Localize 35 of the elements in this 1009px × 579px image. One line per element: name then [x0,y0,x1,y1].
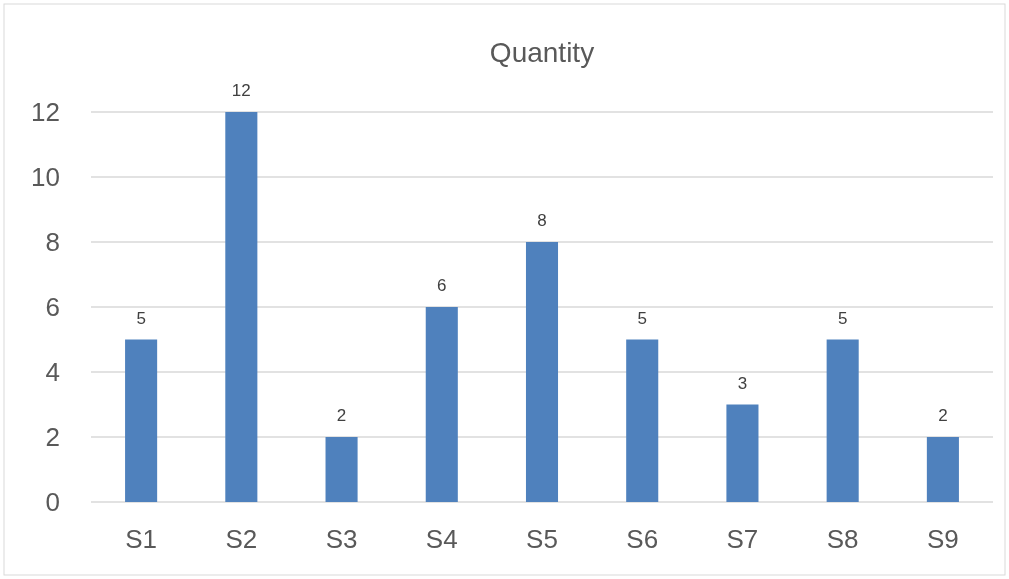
y-tick-label: 2 [45,422,60,453]
x-tick-label: S7 [726,524,759,554]
data-label: 8 [537,211,547,230]
bar [325,437,358,502]
y-tick-label: 4 [45,357,60,388]
bar [125,339,158,502]
x-tick-label: S9 [926,524,959,554]
y-tick-label: 10 [31,162,60,193]
data-label: 2 [336,406,347,425]
x-tick-label: S2 [225,524,258,554]
bar [525,242,559,502]
bar [626,339,659,502]
x-tick-label: S8 [826,524,859,554]
bar [926,437,959,502]
data-label: 12 [231,81,251,100]
bar [726,404,759,502]
data-label: 6 [437,276,447,295]
data-label: 3 [737,373,748,393]
x-tick-label: S3 [325,524,358,554]
y-tick-label: 6 [45,292,60,323]
bar [826,339,859,502]
chart-title: Quantity [489,37,595,68]
data-label: 5 [136,308,146,328]
y-tick-label: 12 [31,97,60,128]
data-label: 5 [837,308,848,328]
x-tick-label: S1 [125,524,158,554]
data-label: 5 [637,308,647,328]
x-tick-label: S4 [425,524,458,554]
x-tick-label: S6 [626,524,659,554]
x-tick-label: S5 [526,524,558,554]
y-tick-label: 8 [45,227,60,258]
bar [425,307,458,502]
y-tick-label: 0 [45,487,60,518]
data-label: 2 [938,406,948,425]
bar [225,112,258,502]
